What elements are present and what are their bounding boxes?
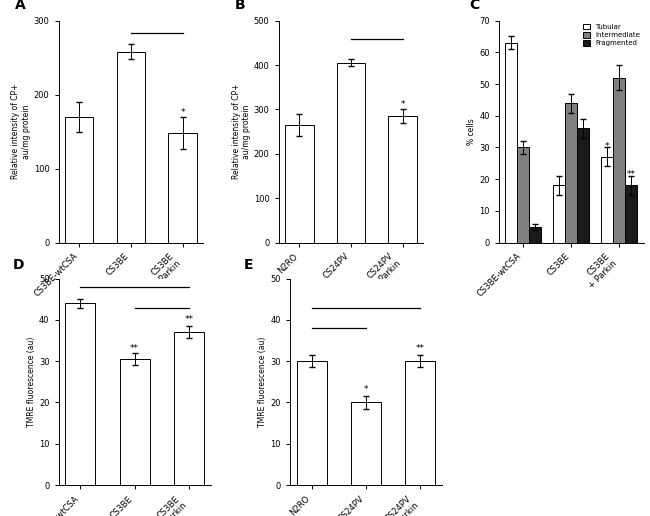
Y-axis label: Relative intensity of CP+
au/mg protein: Relative intensity of CP+ au/mg protein xyxy=(231,84,251,180)
Text: *: * xyxy=(363,385,368,394)
Text: **: ** xyxy=(415,344,424,353)
Bar xyxy=(351,402,381,485)
Bar xyxy=(297,361,326,485)
Text: **: ** xyxy=(185,315,193,324)
Bar xyxy=(66,303,96,485)
Text: *: * xyxy=(604,141,609,151)
Bar xyxy=(625,185,637,243)
Bar xyxy=(613,78,625,243)
Text: A: A xyxy=(15,0,26,12)
Bar xyxy=(337,63,365,243)
Y-axis label: TMRE fluorescence (au): TMRE fluorescence (au) xyxy=(27,336,36,427)
Bar xyxy=(65,117,94,243)
Bar xyxy=(117,52,145,243)
Y-axis label: Relative intensity of CP+
au/mg protein: Relative intensity of CP+ au/mg protein xyxy=(12,84,31,180)
Text: *: * xyxy=(400,100,405,108)
Bar xyxy=(120,359,150,485)
Bar xyxy=(405,361,435,485)
Text: D: D xyxy=(13,258,24,272)
Bar xyxy=(389,116,417,243)
Text: B: B xyxy=(235,0,246,12)
Bar xyxy=(553,185,565,243)
Text: **: ** xyxy=(627,170,636,179)
Bar xyxy=(285,125,313,243)
Bar xyxy=(565,103,577,243)
Y-axis label: TMRE fluorescence (au): TMRE fluorescence (au) xyxy=(259,336,267,427)
Text: *: * xyxy=(180,108,185,117)
Bar xyxy=(601,157,613,243)
Y-axis label: % cells: % cells xyxy=(467,118,476,145)
Bar xyxy=(174,332,203,485)
Text: E: E xyxy=(244,258,254,272)
Legend: Tubular, Intermediate, Fragmented: Tubular, Intermediate, Fragmented xyxy=(583,24,640,46)
Bar xyxy=(529,227,541,243)
Text: C: C xyxy=(470,0,480,12)
Bar xyxy=(577,128,589,243)
Bar xyxy=(505,43,517,243)
Bar xyxy=(168,133,197,243)
Text: **: ** xyxy=(130,344,139,353)
Bar xyxy=(517,148,529,243)
